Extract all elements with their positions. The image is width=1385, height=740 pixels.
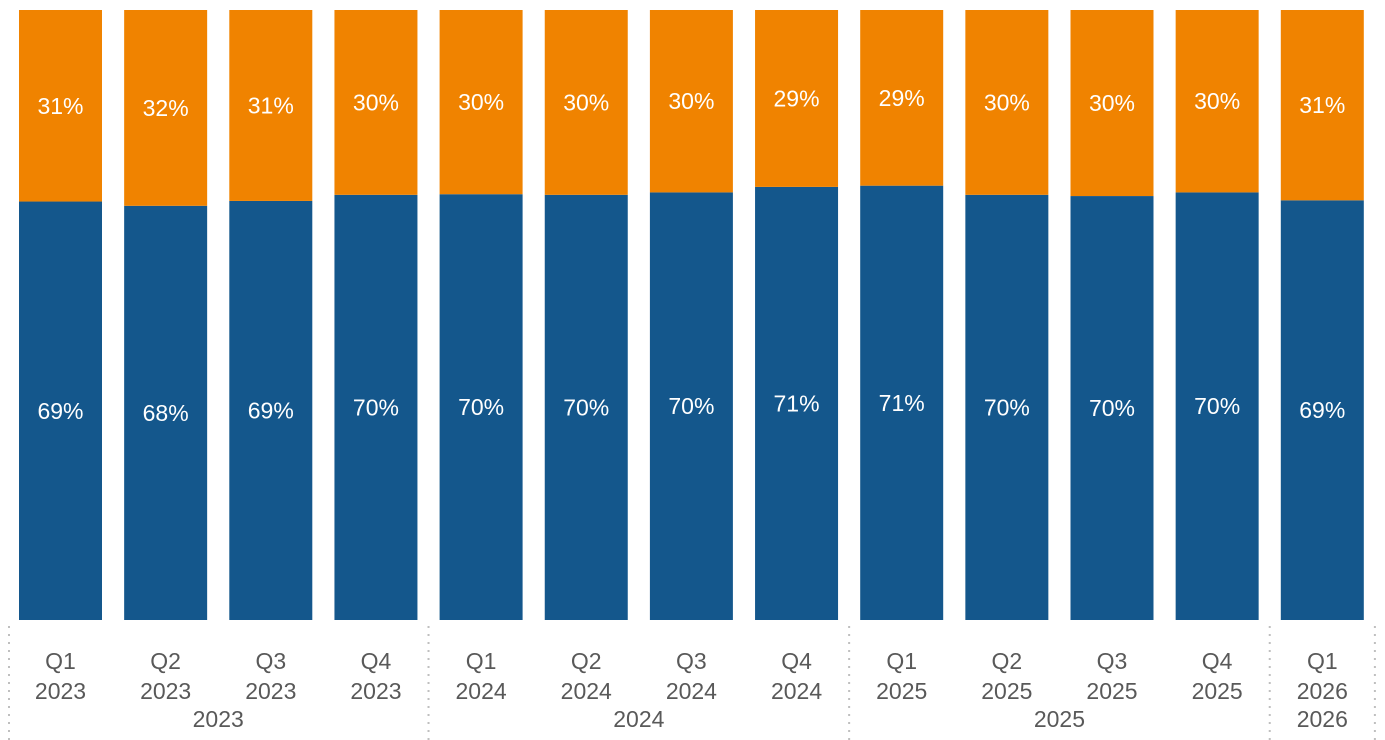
bar-segment-lower xyxy=(860,185,944,620)
x-tick-label-quarter: Q3 xyxy=(1097,648,1128,674)
x-tick-label-year: 2024 xyxy=(666,678,717,704)
bar-segment-lower xyxy=(1175,192,1259,620)
data-label-upper: 30% xyxy=(668,88,714,114)
data-label-upper: 31% xyxy=(37,93,83,119)
bar-segment-lower xyxy=(544,194,628,620)
data-label-lower: 68% xyxy=(143,400,189,426)
x-tick-label-quarter: Q3 xyxy=(676,648,707,674)
bar-segment-upper xyxy=(229,10,313,201)
data-label-upper: 30% xyxy=(984,89,1030,115)
x-tick-label-year: 2025 xyxy=(1192,678,1243,704)
x-tick-label-year: 2023 xyxy=(35,678,86,704)
bar-segment-upper xyxy=(19,10,102,202)
data-label-upper: 30% xyxy=(563,89,609,115)
data-label-lower: 70% xyxy=(1089,395,1135,421)
bar-segment-lower xyxy=(755,186,839,620)
bar-segment-upper xyxy=(124,10,208,206)
bar-segment-upper xyxy=(860,10,944,186)
x-group-label: 2025 xyxy=(1034,706,1085,732)
bar-segment-upper xyxy=(965,10,1049,195)
bar-segment-lower xyxy=(439,194,523,620)
bar-segment-lower xyxy=(1070,196,1154,621)
data-label-lower: 70% xyxy=(458,394,504,420)
data-label-lower: 69% xyxy=(248,397,294,423)
x-tick-label-year: 2026 xyxy=(1297,678,1348,704)
bar-segment-lower xyxy=(965,194,1049,620)
data-label-upper: 30% xyxy=(1089,90,1135,116)
x-tick-label-quarter: Q2 xyxy=(150,648,181,674)
x-group-label: 2024 xyxy=(613,706,664,732)
bar-segment-lower xyxy=(229,200,313,620)
data-label-lower: 71% xyxy=(879,390,925,416)
bar-segment-lower xyxy=(124,205,208,620)
data-label-upper: 30% xyxy=(1194,88,1240,114)
x-tick-label-quarter: Q2 xyxy=(992,648,1023,674)
x-tick-label-year: 2025 xyxy=(1086,678,1137,704)
x-tick-label-year: 2023 xyxy=(350,678,401,704)
data-label-lower: 70% xyxy=(563,394,609,420)
bar-segment-upper xyxy=(1280,10,1364,201)
data-label-upper: 29% xyxy=(879,85,925,111)
x-tick-label-quarter: Q4 xyxy=(1202,648,1233,674)
bar-segment-upper xyxy=(649,10,733,193)
data-label-lower: 70% xyxy=(984,394,1030,420)
x-tick-label-quarter: Q1 xyxy=(466,648,497,674)
data-label-upper: 31% xyxy=(248,92,294,118)
x-tick-label-year: 2023 xyxy=(245,678,296,704)
x-tick-label-quarter: Q4 xyxy=(781,648,812,674)
bar-segment-lower xyxy=(19,201,102,621)
data-label-upper: 32% xyxy=(143,95,189,121)
data-label-upper: 29% xyxy=(774,85,820,111)
bar-segment-upper xyxy=(1070,10,1154,197)
x-tick-label-year: 2024 xyxy=(561,678,612,704)
x-tick-label-year: 2025 xyxy=(876,678,927,704)
data-label-lower: 69% xyxy=(37,398,83,424)
x-tick-label-quarter: Q1 xyxy=(45,648,76,674)
data-label-upper: 30% xyxy=(353,89,399,115)
x-group-label: 2023 xyxy=(193,706,244,732)
x-group-label: 2026 xyxy=(1297,706,1348,732)
data-label-upper: 30% xyxy=(458,89,504,115)
x-tick-label-quarter: Q4 xyxy=(361,648,392,674)
data-label-lower: 69% xyxy=(1299,397,1345,423)
x-tick-label-quarter: Q3 xyxy=(255,648,286,674)
bar-segment-upper xyxy=(334,10,418,195)
bar-segment-upper xyxy=(755,10,839,187)
data-label-lower: 70% xyxy=(1194,393,1240,419)
bar-segment-lower xyxy=(334,194,418,620)
x-tick-label-year: 2023 xyxy=(140,678,191,704)
x-tick-label-quarter: Q1 xyxy=(1307,648,1338,674)
bar-segment-upper xyxy=(544,10,628,195)
x-tick-label-quarter: Q2 xyxy=(571,648,602,674)
x-tick-label-year: 2024 xyxy=(771,678,822,704)
bar-segment-upper xyxy=(1175,10,1259,193)
data-label-lower: 70% xyxy=(353,394,399,420)
data-label-lower: 71% xyxy=(774,390,820,416)
bar-segment-lower xyxy=(1280,200,1364,620)
x-tick-label-quarter: Q1 xyxy=(886,648,917,674)
x-tick-label-year: 2024 xyxy=(456,678,507,704)
data-label-lower: 70% xyxy=(668,393,714,419)
data-label-upper: 31% xyxy=(1299,92,1345,118)
x-tick-label-year: 2025 xyxy=(981,678,1032,704)
bar-segment-lower xyxy=(649,192,733,620)
bar-segment-upper xyxy=(439,10,523,195)
